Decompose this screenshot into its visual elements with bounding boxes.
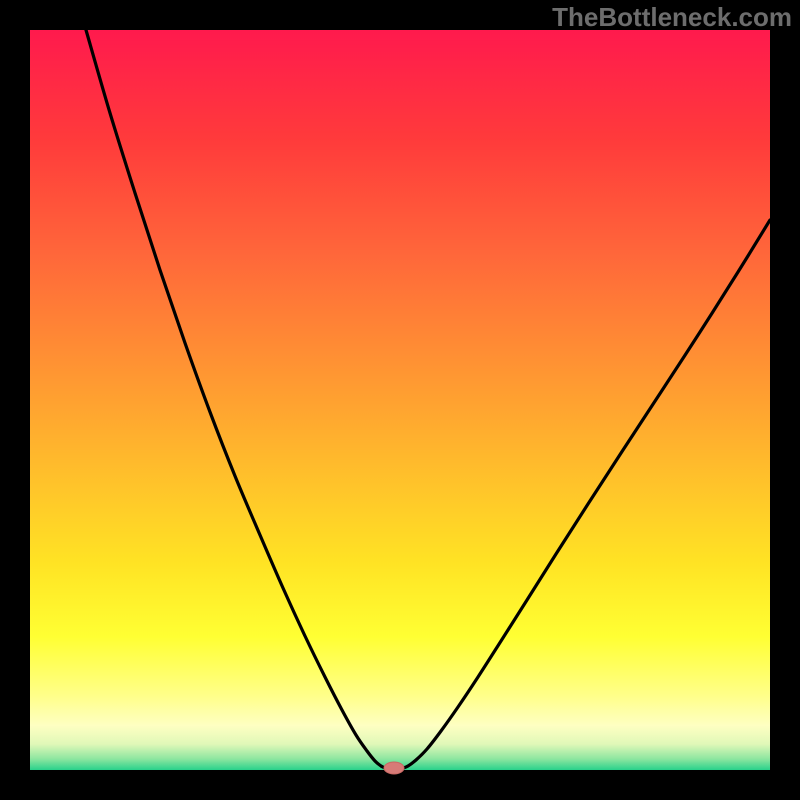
gradient-background-panel	[30, 30, 770, 770]
chart-container: TheBottleneck.com	[0, 0, 800, 800]
watermark-label: TheBottleneck.com	[552, 2, 792, 33]
